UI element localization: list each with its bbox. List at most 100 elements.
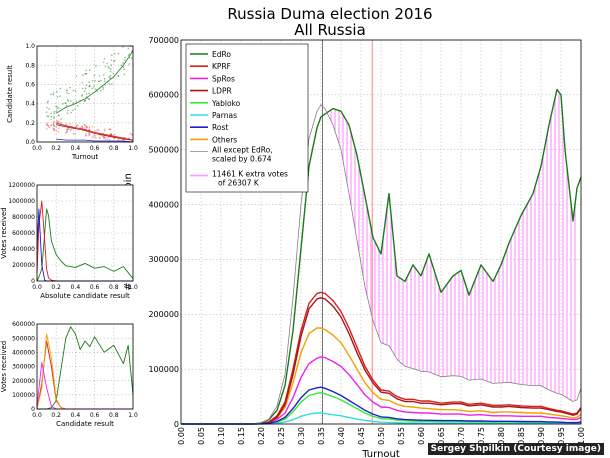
scatter-point-kprf <box>91 136 93 138</box>
absolute_inset-x-axis-label: Absolute candidate result <box>40 292 130 300</box>
scatter-point-edro <box>109 77 112 79</box>
main-x-tick-label: 0.45 <box>357 427 366 445</box>
scatter-point-kprf <box>85 125 88 127</box>
scatter-point-kprf <box>95 136 97 139</box>
main-x-tick-label: 0.05 <box>197 427 206 445</box>
scatter-point-kprf <box>88 132 91 135</box>
scatter-point-kprf <box>117 139 120 141</box>
candidate_inset-y-tick-label: 300000 <box>12 364 35 371</box>
scatter-point-kprf <box>66 131 68 133</box>
scatter-point-kprf <box>84 134 87 137</box>
scatter-point-edro <box>56 107 59 110</box>
scatter-point-kprf <box>109 128 112 131</box>
main-x-tick-label: 0.25 <box>277 427 286 445</box>
scatter-point-edro <box>98 75 101 77</box>
scatter-point-edro <box>55 105 57 108</box>
absolute_inset-y-axis-label: Votes received <box>0 207 8 258</box>
title-line-1: Russia Duma election 2016 <box>227 5 433 23</box>
main-series-yabloko <box>181 392 582 425</box>
scatter-point-edro <box>66 109 69 112</box>
scatter-point-edro <box>108 76 111 78</box>
scatter-point-edro <box>103 57 106 60</box>
legend-label-ldpr: LDPR <box>212 87 232 96</box>
scatter-point-kprf <box>96 129 98 131</box>
scatter-point-kprf <box>88 133 91 136</box>
scatter_inset-y-tick-label: 1.0 <box>25 43 35 50</box>
scatter-point-kprf <box>75 125 78 128</box>
scatter-point-edro <box>94 79 96 82</box>
scatter_inset-y-tick-label: 0.2 <box>25 120 35 127</box>
scatter-point-kprf <box>65 128 68 131</box>
absolute_inset-y-tick-label: 800000 <box>12 214 35 221</box>
scatter-point-edro <box>128 63 130 65</box>
legend-label-extra-line-2: of 26307 K <box>218 179 260 188</box>
scatter-point-edro <box>110 54 113 56</box>
scatter-point-kprf <box>84 132 87 135</box>
scatter-point-kprf <box>53 125 56 128</box>
legend-label-yabloko: Yabloko <box>211 99 241 108</box>
scatter-point-edro <box>62 103 64 105</box>
absolute_inset-y-tick-label: 400000 <box>12 246 35 253</box>
scatter-point-kprf <box>88 126 91 129</box>
main-x-tick-label: 0.40 <box>337 427 346 445</box>
scatter-point-edro <box>48 108 50 110</box>
scatter-point-edro <box>85 69 88 72</box>
scatter-point-kprf <box>76 124 79 126</box>
scatter-point-edro <box>50 93 52 95</box>
scatter-point-edro <box>110 64 112 66</box>
legend-label-edro: EdRo <box>212 50 231 59</box>
scatter-point-kprf <box>67 127 70 130</box>
candidate_inset-frame <box>36 323 134 410</box>
scatter-point-edro <box>99 89 102 92</box>
absolute_inset-y-tick-label: 1200000 <box>8 182 35 189</box>
candidate_inset-y-tick-label: 600000 <box>12 321 35 328</box>
scatter-point-kprf <box>94 130 97 133</box>
scatter-point-edro <box>127 54 130 57</box>
scatter-point-kprf <box>86 126 88 129</box>
scatter-point-edro <box>123 68 125 71</box>
scatter-point-edro <box>113 60 115 63</box>
scatter-point-kprf <box>65 123 68 125</box>
scatter-point-edro <box>72 89 75 92</box>
scatter-point-kprf <box>102 135 105 138</box>
scatter-point-edro <box>53 117 55 120</box>
scatter-point-edro <box>85 72 88 75</box>
scatter-point-edro <box>81 94 84 96</box>
scatter-point-kprf <box>69 129 72 132</box>
scatter-point-kprf <box>103 136 106 139</box>
main-series-kprf <box>181 291 582 425</box>
candidate_inset-y-tick-label: 200000 <box>12 378 35 385</box>
scatter-point-kprf <box>97 128 100 131</box>
absolute_inset-x-tick-label: 0.4 <box>71 284 81 291</box>
scatter-point-kprf <box>50 124 53 126</box>
scatter-point-edro <box>66 112 69 114</box>
legend-label-rost: Rost <box>212 123 228 132</box>
scatter-point-kprf <box>53 124 55 127</box>
scatter-point-edro <box>53 110 56 113</box>
scatter-point-edro <box>81 81 84 84</box>
absolute_inset-y-tick-label: 600000 <box>12 230 35 237</box>
main-x-tick-label: 0.00 <box>177 427 186 445</box>
main-x-tick-label: 0.60 <box>417 427 426 445</box>
main-y-tick-label: 600000 <box>148 91 179 100</box>
scatter-point-kprf <box>47 125 50 128</box>
main-x-tick-label: 0.15 <box>237 427 246 445</box>
scatter-point-edro <box>76 104 79 107</box>
scatter-point-edro <box>85 93 88 95</box>
scatter-point-edro <box>59 95 61 97</box>
scatter-point-kprf <box>46 128 48 130</box>
scatter-point-edro <box>93 85 95 88</box>
scatter-point-kprf <box>45 124 48 126</box>
scatter_inset-x-tick-label: 1.0 <box>128 145 138 152</box>
scatter-point-edro <box>112 72 115 75</box>
scatter-point-kprf <box>58 120 60 123</box>
scatter-point-edro <box>50 112 52 115</box>
scatter-point-edro <box>108 67 110 69</box>
scatter_inset-x-tick-label: 0.4 <box>71 145 81 152</box>
scatter-point-edro <box>123 73 126 76</box>
scatter_inset-y-axis-label: Candidate result <box>6 65 14 123</box>
scatter-point-kprf <box>50 124 52 127</box>
scatter-point-edro <box>117 75 120 77</box>
